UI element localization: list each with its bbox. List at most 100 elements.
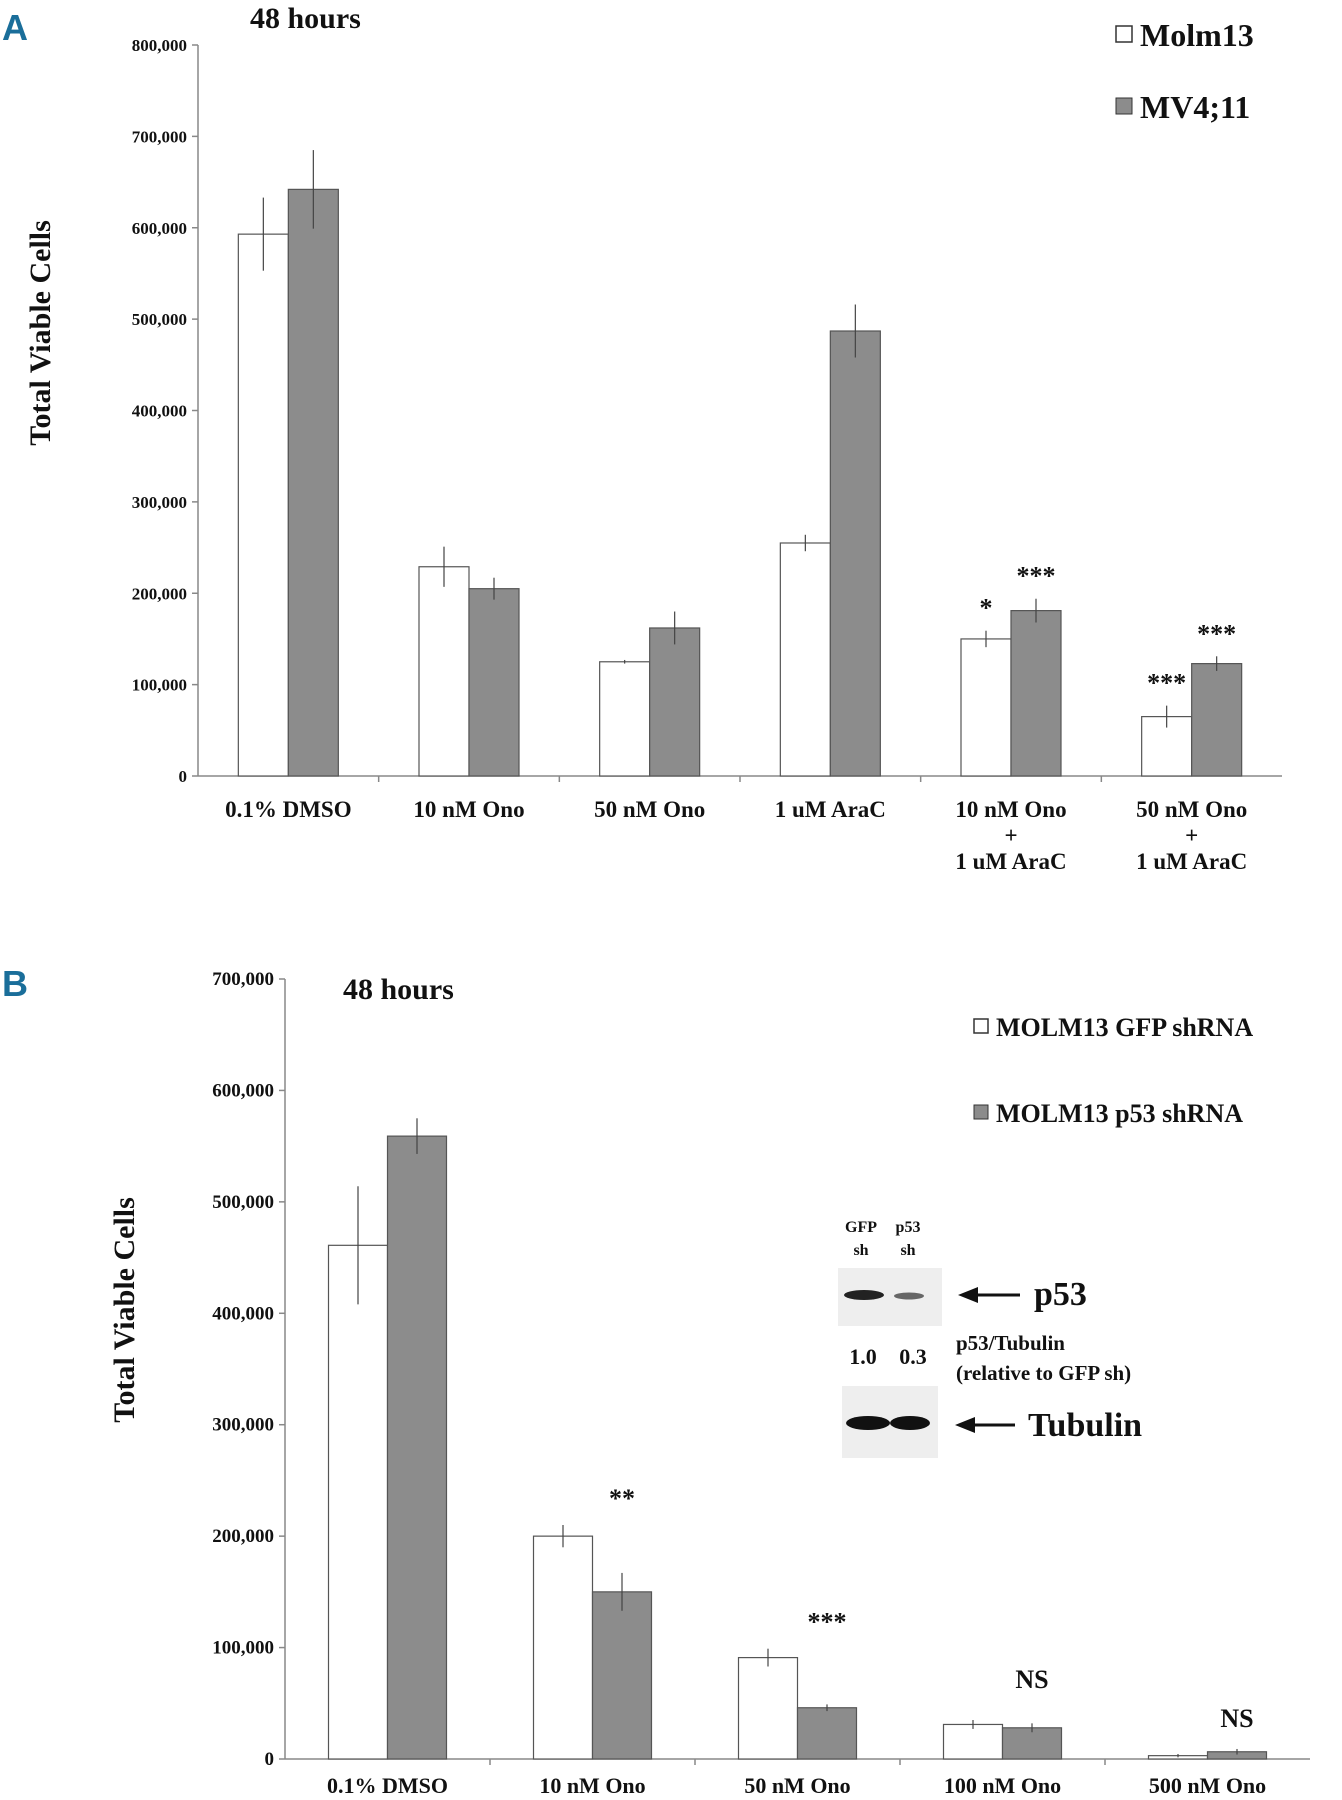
y-tick-label: 700,000	[212, 969, 274, 990]
panel-a-letter: A	[2, 7, 28, 48]
significance-label: NS	[1220, 1704, 1253, 1733]
legend-swatch-mv411	[1115, 97, 1133, 115]
x-category-label: +	[1185, 823, 1198, 848]
y-tick-label: 300,000	[212, 1415, 274, 1436]
x-category-label: 50 nM Ono	[744, 1773, 850, 1798]
bar-open	[599, 661, 651, 777]
legend-swatch-p53-shrna	[973, 1104, 989, 1120]
y-tick-label: 400,000	[132, 402, 187, 421]
bar-filled	[1010, 610, 1062, 777]
panel-a-axes: 0 100,000 200,000 300,000 400,000 500,000 600,…	[132, 36, 1282, 786]
lane-label-p53: p53	[896, 1219, 921, 1236]
significance-label: NS	[1015, 1665, 1048, 1694]
x-category-label: 1 uM AraC	[1136, 849, 1247, 874]
y-tick-label: 500,000	[212, 1192, 274, 1213]
y-tick-label: 400,000	[212, 1303, 274, 1324]
bar-filled	[649, 627, 701, 777]
panel-a-bars: **********	[237, 150, 1243, 777]
bar-open	[960, 638, 1012, 777]
y-tick-label: 100,000	[132, 676, 187, 695]
western-blot-inset: GFP sh p53 sh p53 1.0 0.3 p53/Tubulin (r…	[838, 1219, 1142, 1458]
bar-filled	[829, 330, 881, 777]
significance-label: ***	[1197, 619, 1236, 648]
p53-arrow-head	[958, 1287, 978, 1303]
x-category-label: 10 nM Ono	[413, 797, 524, 822]
bar-open	[237, 233, 289, 777]
significance-label: ***	[808, 1608, 847, 1637]
y-tick-label: 700,000	[132, 127, 187, 146]
panel-a-legend: Molm13 MV4;11	[1115, 17, 1254, 125]
panel-b-letter: B	[2, 963, 28, 1004]
ratio-value-p53: 0.3	[899, 1344, 927, 1369]
bar-open	[418, 566, 470, 777]
x-category-label: 10 nM Ono	[955, 797, 1066, 822]
bar-filled	[386, 1135, 448, 1760]
x-category-label: 1 uM AraC	[955, 849, 1066, 874]
x-category-label: 10 nM Ono	[539, 1773, 645, 1798]
y-tick-label: 500,000	[132, 310, 187, 329]
panel-b-x-labels: 0.1% DMSO 10 nM Ono 50 nM Ono 100 nM Ono 500…	[327, 1773, 1266, 1798]
y-tick-label: 200,000	[132, 584, 187, 603]
significance-label: ***	[1147, 669, 1186, 698]
panel-b-title: 48 hours	[343, 973, 454, 1006]
x-category-label: 0.1% DMSO	[327, 1773, 448, 1798]
y-tick-label: 600,000	[212, 1080, 274, 1101]
bar-filled	[468, 588, 520, 777]
significance-label: ***	[1017, 562, 1056, 591]
legend-label-mv411: MV4;11	[1140, 89, 1250, 125]
panel-a-chart: A 48 hours Total Viable Cells Molm13 MV4…	[2, 2, 1282, 874]
bar-filled	[1191, 663, 1243, 777]
y-tick-label: 0	[265, 1749, 275, 1770]
legend-swatch-gfp-shrna	[973, 1018, 989, 1034]
legend-label-molm13: Molm13	[1140, 17, 1254, 53]
x-category-label: 50 nM Ono	[1136, 797, 1247, 822]
significance-label: **	[609, 1484, 635, 1513]
panel-b-chart: B 48 hours Total Viable Cells MOLM13 GFP…	[2, 963, 1310, 1798]
blot-p53-band-gfp	[844, 1290, 884, 1300]
bar-filled	[287, 188, 339, 777]
bar-open	[737, 1656, 799, 1760]
band-label-p53: p53	[1034, 1276, 1087, 1313]
tubulin-arrow-head	[955, 1417, 975, 1433]
y-tick-label: 100,000	[212, 1638, 274, 1659]
lane-label-p53-sh: sh	[900, 1242, 915, 1259]
bar-open	[532, 1535, 594, 1760]
band-label-tubulin: Tubulin	[1028, 1407, 1142, 1444]
panel-b-legend: MOLM13 GFP shRNA MOLM13 p53 shRNA	[973, 1013, 1253, 1128]
bar-filled	[796, 1707, 858, 1760]
bar-open	[779, 542, 831, 777]
bar-open	[942, 1723, 1004, 1760]
legend-swatch-molm13	[1115, 25, 1133, 43]
significance-label: *	[980, 594, 993, 623]
bar-filled	[1001, 1727, 1063, 1760]
ratio-value-gfp: 1.0	[849, 1344, 877, 1369]
lane-label-gfp: GFP	[845, 1219, 877, 1236]
lane-label-gfp-sh: sh	[853, 1242, 868, 1259]
panel-a-x-labels: 0.1% DMSO 10 nM Ono 50 nM Ono 1 uM AraC 10 n…	[225, 797, 1247, 874]
ratio-label-line2: (relative to GFP sh)	[956, 1361, 1131, 1385]
x-category-label: +	[1004, 823, 1017, 848]
x-category-label: 100 nM Ono	[944, 1773, 1061, 1798]
x-category-label: 50 nM Ono	[594, 797, 705, 822]
x-category-label: 500 nM Ono	[1149, 1773, 1266, 1798]
panel-b-y-axis-label: Total Viable Cells	[108, 1197, 141, 1423]
y-tick-label: 200,000	[212, 1526, 274, 1547]
y-tick-label: 600,000	[132, 219, 187, 238]
ratio-label-line1: p53/Tubulin	[956, 1331, 1065, 1355]
legend-label-p53-shrna: MOLM13 p53 shRNA	[996, 1099, 1243, 1128]
panel-a-y-axis-label: Total Viable Cells	[24, 220, 57, 446]
blot-p53-band-p53	[894, 1292, 924, 1300]
panel-a-title: 48 hours	[250, 2, 361, 35]
legend-label-gfp-shrna: MOLM13 GFP shRNA	[996, 1013, 1253, 1042]
y-tick-label: 800,000	[132, 36, 187, 55]
blot-tubulin-band-p53	[890, 1416, 930, 1430]
bar-open	[327, 1244, 389, 1760]
x-category-label: 1 uM AraC	[775, 797, 886, 822]
y-tick-label: 300,000	[132, 493, 187, 512]
blot-tubulin-band-gfp	[846, 1416, 890, 1430]
bar-filled	[591, 1591, 653, 1760]
y-tick-label: 0	[179, 767, 188, 786]
x-category-label: 0.1% DMSO	[225, 797, 352, 822]
